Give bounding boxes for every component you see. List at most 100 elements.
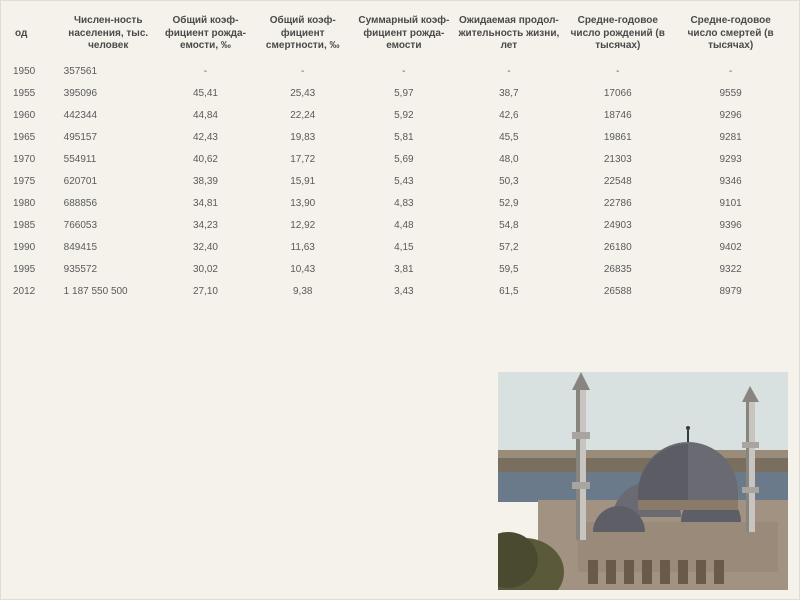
table-row: 196549515742,4319,835,8145,5198619281 (11, 127, 789, 149)
table-row: 20121 187 550 50027,109,383,4361,5265888… (11, 281, 789, 303)
table-cell: 495157 (58, 127, 159, 149)
table-cell: 935572 (58, 259, 159, 281)
col-births: Средне-годовое число рождений (в тысячах… (563, 9, 672, 61)
table-cell: 12,92 (252, 215, 353, 237)
table-cell: 38,39 (159, 171, 252, 193)
table-cell: 1950 (11, 61, 58, 83)
table-cell: 26588 (563, 281, 672, 303)
table-cell: 13,90 (252, 193, 353, 215)
table-row: 197562070138,3915,915,4350,3225489346 (11, 171, 789, 193)
table-cell: 9293 (672, 149, 789, 171)
table-cell: 38,7 (454, 83, 563, 105)
table-cell: 5,81 (353, 127, 454, 149)
demographics-table: од Числен-ность населения, тыс. человек … (11, 9, 789, 303)
table-row: 197055491140,6217,725,6948,0213039293 (11, 149, 789, 171)
table-cell: 42,43 (159, 127, 252, 149)
table-cell: 4,83 (353, 193, 454, 215)
table-cell: 5,43 (353, 171, 454, 193)
table-cell: 3,81 (353, 259, 454, 281)
table-cell: 1960 (11, 105, 58, 127)
table-cell: 22786 (563, 193, 672, 215)
table-cell: - (563, 61, 672, 83)
table-cell: 26835 (563, 259, 672, 281)
table-cell: 40,62 (159, 149, 252, 171)
table-cell: 9559 (672, 83, 789, 105)
table-cell: 54,8 (454, 215, 563, 237)
demographics-table-container: од Числен-ность населения, тыс. человек … (1, 1, 799, 303)
table-cell: 3,43 (353, 281, 454, 303)
col-population: Числен-ность населения, тыс. человек (58, 9, 159, 61)
table-cell: 9,38 (252, 281, 353, 303)
table-cell: 30,02 (159, 259, 252, 281)
table-cell: 8979 (672, 281, 789, 303)
table-cell: 17,72 (252, 149, 353, 171)
table-cell: 9296 (672, 105, 789, 127)
table-cell: 42,6 (454, 105, 563, 127)
table-cell: 1985 (11, 215, 58, 237)
col-deaths: Средне-годовое число смертей (в тысячах) (672, 9, 789, 61)
table-cell: - (252, 61, 353, 83)
table-cell: 22,24 (252, 105, 353, 127)
table-cell: 15,91 (252, 171, 353, 193)
col-year: од (11, 9, 58, 61)
table-cell: 1955 (11, 83, 58, 105)
table-cell: 18746 (563, 105, 672, 127)
table-cell: 27,10 (159, 281, 252, 303)
col-deathrate: Общий коэф-фициент смертности, ‰ (252, 9, 353, 61)
table-cell: 19,83 (252, 127, 353, 149)
table-cell: 1 187 550 500 (58, 281, 159, 303)
table-cell: - (672, 61, 789, 83)
table-cell: 5,69 (353, 149, 454, 171)
table-cell: 34,81 (159, 193, 252, 215)
table-cell: 61,5 (454, 281, 563, 303)
table-cell: 9402 (672, 237, 789, 259)
table-cell: 9346 (672, 171, 789, 193)
table-cell: 45,5 (454, 127, 563, 149)
col-fertility: Суммарный коэф-фициент рожда-емости (353, 9, 454, 61)
table-cell: 21303 (563, 149, 672, 171)
table-cell: 57,2 (454, 237, 563, 259)
table-cell: 45,41 (159, 83, 252, 105)
table-row: 195539509645,4125,435,9738,7170669559 (11, 83, 789, 105)
table-cell: 620701 (58, 171, 159, 193)
table-cell: 59,5 (454, 259, 563, 281)
table-cell: 4,48 (353, 215, 454, 237)
table-cell: 9101 (672, 193, 789, 215)
table-cell: - (454, 61, 563, 83)
table-row: 198068885634,8113,904,8352,9227869101 (11, 193, 789, 215)
table-cell: 4,15 (353, 237, 454, 259)
table-cell: 766053 (58, 215, 159, 237)
table-cell: 50,3 (454, 171, 563, 193)
table-cell: 1965 (11, 127, 58, 149)
table-cell: 5,97 (353, 83, 454, 105)
table-cell: 688856 (58, 193, 159, 215)
table-row: 198576605334,2312,924,4854,8249039396 (11, 215, 789, 237)
table-cell: 9396 (672, 215, 789, 237)
table-cell: 554911 (58, 149, 159, 171)
mosque-photo (498, 372, 788, 590)
table-row: 196044234444,8422,245,9242,6187469296 (11, 105, 789, 127)
table-cell: 22548 (563, 171, 672, 193)
table-cell: 34,23 (159, 215, 252, 237)
table-cell: 442344 (58, 105, 159, 127)
col-lifeexp: Ожидаемая продол-жительность жизни, лет (454, 9, 563, 61)
table-cell: 1975 (11, 171, 58, 193)
col-birthrate: Общий коэф-фициент рожда-емости, ‰ (159, 9, 252, 61)
table-cell: 17066 (563, 83, 672, 105)
table-cell: 1995 (11, 259, 58, 281)
table-cell: 849415 (58, 237, 159, 259)
table-cell: 19861 (563, 127, 672, 149)
table-cell: 357561 (58, 61, 159, 83)
table-cell: - (159, 61, 252, 83)
table-cell: 26180 (563, 237, 672, 259)
table-cell: 25,43 (252, 83, 353, 105)
table-cell: - (353, 61, 454, 83)
table-row: 199593557230,0210,433,8159,5268359322 (11, 259, 789, 281)
table-cell: 9322 (672, 259, 789, 281)
table-cell: 24903 (563, 215, 672, 237)
table-cell: 9281 (672, 127, 789, 149)
table-row: 199084941532,4011,634,1557,2261809402 (11, 237, 789, 259)
table-cell: 10,43 (252, 259, 353, 281)
table-cell: 44,84 (159, 105, 252, 127)
table-row: 1950357561------ (11, 61, 789, 83)
